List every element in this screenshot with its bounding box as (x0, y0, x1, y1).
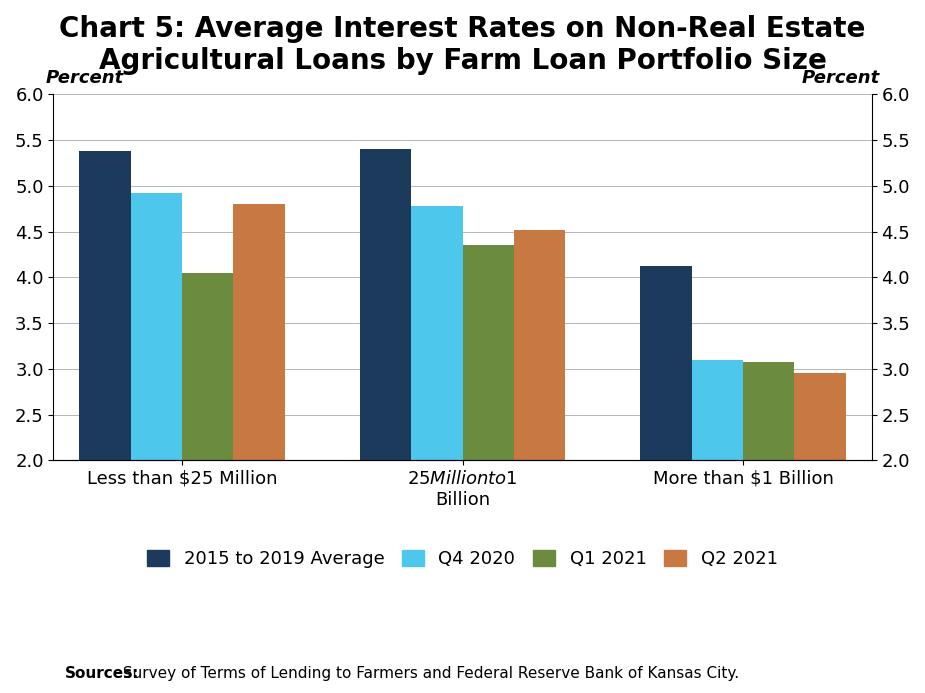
Bar (130, 193, 182, 643)
Bar (182, 273, 233, 643)
Title: Chart 5: Average Interest Rates on Non-Real Estate
Agricultural Loans by Farm Lo: Chart 5: Average Interest Rates on Non-R… (59, 15, 866, 76)
Bar (743, 362, 795, 643)
Text: Percent: Percent (45, 69, 124, 87)
Bar (795, 374, 845, 643)
Bar (692, 360, 743, 643)
Bar (360, 149, 411, 643)
Bar (233, 204, 285, 643)
Legend: 2015 to 2019 Average, Q4 2020, Q1 2021, Q2 2021: 2015 to 2019 Average, Q4 2020, Q1 2021, … (141, 543, 784, 575)
Text: Survey of Terms of Lending to Farmers and Federal Reserve Bank of Kansas City.: Survey of Terms of Lending to Farmers an… (118, 665, 739, 681)
Text: Sources:: Sources: (65, 665, 139, 681)
Bar (640, 266, 692, 643)
Bar (80, 151, 130, 643)
Bar (411, 206, 462, 643)
Bar (462, 245, 514, 643)
Text: Percent: Percent (801, 69, 880, 87)
Bar (514, 230, 565, 643)
